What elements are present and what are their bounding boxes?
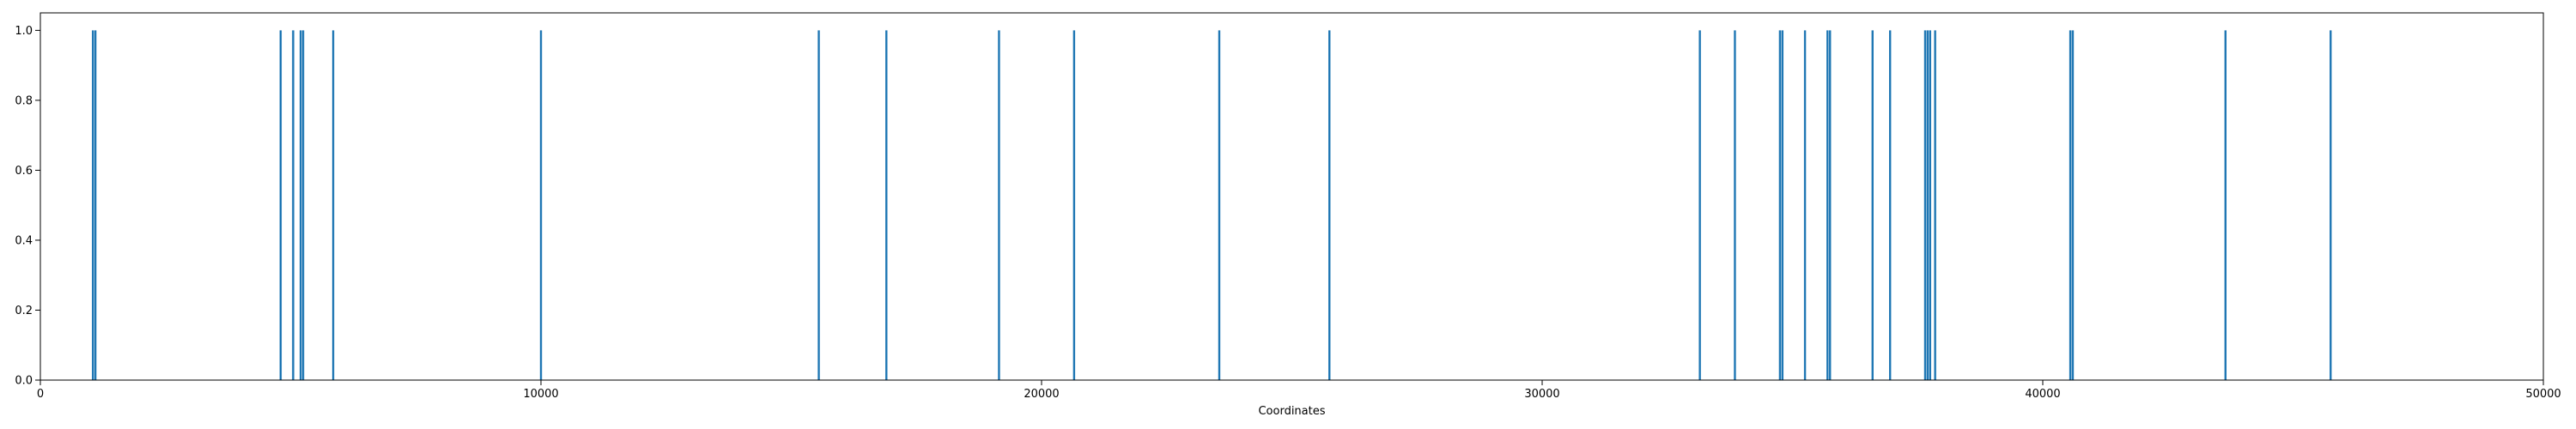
y-tick-label: 0.2 xyxy=(15,305,33,317)
bar xyxy=(292,30,295,380)
y-tick-label: 0.6 xyxy=(15,165,33,178)
x-tick-label: 50000 xyxy=(2525,388,2561,401)
x-tick-label: 10000 xyxy=(523,388,558,401)
bar xyxy=(1781,30,1784,380)
bar xyxy=(2069,30,2072,380)
bar xyxy=(299,30,302,380)
bar xyxy=(1734,30,1736,380)
x-axis-label: Coordinates xyxy=(1258,405,1325,418)
bar xyxy=(1929,30,1932,380)
y-tick-label: 0.0 xyxy=(15,375,33,388)
bar xyxy=(92,30,94,380)
bar xyxy=(885,30,888,380)
bar xyxy=(331,30,335,380)
bar xyxy=(1923,30,1927,380)
y-tick-label: 0.4 xyxy=(15,234,33,247)
bar xyxy=(1698,30,1701,380)
bar xyxy=(817,30,820,380)
plot-frame xyxy=(39,12,2544,381)
bars-layer xyxy=(92,30,2332,380)
y-tick-label: 1.0 xyxy=(15,25,33,38)
bar xyxy=(1328,30,1331,380)
x-tick-label: 20000 xyxy=(1024,388,1059,401)
y-tick-label: 0.8 xyxy=(15,94,33,107)
bar xyxy=(1218,30,1221,380)
x-tick-label: 0 xyxy=(37,388,44,401)
bar xyxy=(539,30,543,380)
bar xyxy=(2224,30,2227,380)
bar xyxy=(998,30,1000,380)
bar xyxy=(2330,30,2332,380)
bar xyxy=(1888,30,1892,380)
bar xyxy=(1829,30,1832,380)
bar xyxy=(1934,30,1936,380)
bar xyxy=(1926,30,1929,380)
bar xyxy=(1778,30,1782,380)
x-tick-label: 40000 xyxy=(2025,388,2060,401)
bar xyxy=(1871,30,1874,380)
bar xyxy=(1072,30,1076,380)
bar xyxy=(279,30,283,380)
bar xyxy=(1803,30,1807,380)
bar xyxy=(2071,30,2075,380)
bar xyxy=(94,30,97,380)
ticks-layer: 0 10000 20000 30000 40000 50000 0.0 0.2 0.4 0.6 0.… xyxy=(15,25,2561,401)
x-tick-label: 30000 xyxy=(1524,388,1559,401)
bar xyxy=(1826,30,1829,380)
bar xyxy=(301,30,305,380)
